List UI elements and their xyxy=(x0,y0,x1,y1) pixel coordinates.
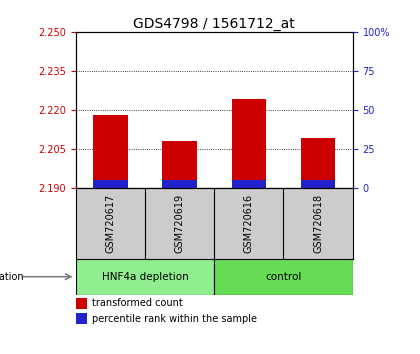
Bar xyxy=(301,138,336,188)
Bar xyxy=(93,115,128,188)
Bar xyxy=(162,141,197,188)
Bar xyxy=(76,298,87,309)
Text: control: control xyxy=(265,272,302,282)
Text: GSM720616: GSM720616 xyxy=(244,194,254,253)
Bar xyxy=(76,313,87,324)
Bar xyxy=(231,99,266,188)
Bar xyxy=(93,180,128,188)
Text: genotype/variation: genotype/variation xyxy=(0,272,24,282)
Text: GSM720617: GSM720617 xyxy=(105,194,115,253)
Bar xyxy=(301,180,336,188)
Bar xyxy=(162,180,197,188)
Text: GSM720619: GSM720619 xyxy=(175,194,184,253)
Text: GSM720618: GSM720618 xyxy=(313,194,323,253)
Bar xyxy=(214,259,353,295)
Title: GDS4798 / 1561712_at: GDS4798 / 1561712_at xyxy=(133,17,295,31)
Text: percentile rank within the sample: percentile rank within the sample xyxy=(92,314,257,324)
Text: HNF4a depletion: HNF4a depletion xyxy=(102,272,188,282)
Bar xyxy=(231,180,266,188)
Bar xyxy=(76,259,214,295)
Text: transformed count: transformed count xyxy=(92,298,183,308)
